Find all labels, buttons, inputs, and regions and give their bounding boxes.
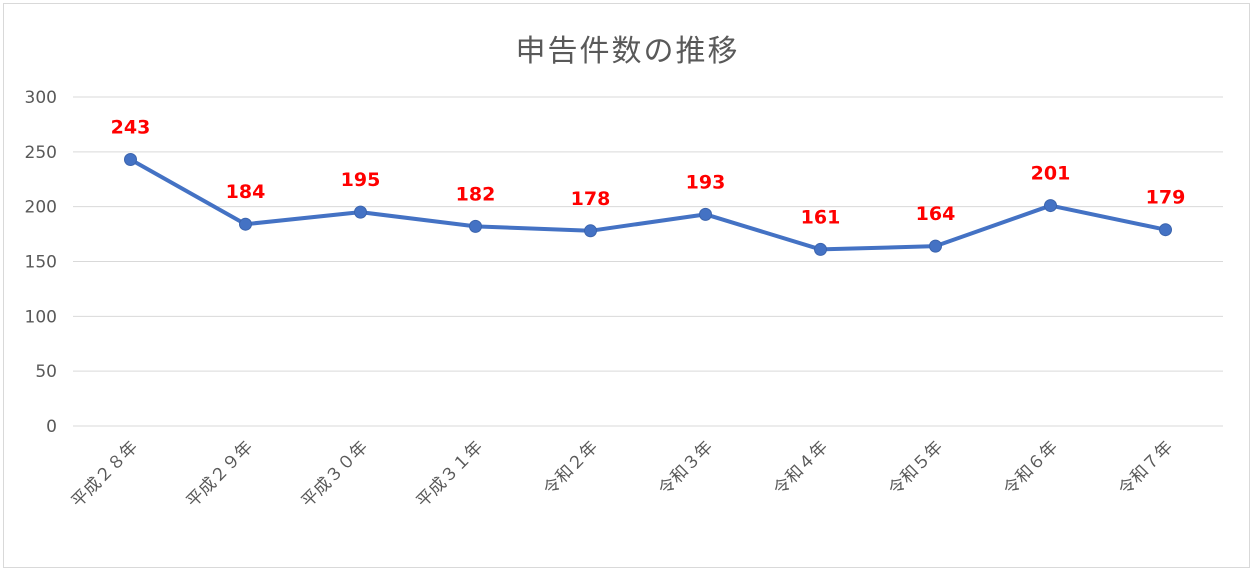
data-label: 193 [686, 171, 726, 193]
x-category-label: 令和７年 [1115, 437, 1177, 499]
data-point [929, 239, 942, 253]
data-point [354, 205, 367, 219]
y-tick-label: 50 [35, 362, 57, 382]
data-label: 178 [571, 188, 611, 210]
x-category-label: 令和４年 [770, 437, 832, 499]
data-label: 195 [341, 169, 381, 191]
x-category-label: 令和３年 [655, 437, 717, 499]
chart-title: 申告件数の推移 [515, 34, 740, 69]
x-axis-categories: 平成２８年 平成２９年 平成３０年 平成３１年 令和２年 令和３年 令和４年 令和５年 令和６年… [68, 437, 1177, 511]
x-category-label: 平成２８年 [68, 437, 142, 511]
x-category-label: 平成３１年 [413, 437, 487, 511]
y-tick-label: 250 [25, 143, 57, 163]
data-label: 184 [226, 181, 266, 203]
y-axis-ticks: 0 50 100 150 200 250 300 [25, 88, 57, 437]
data-point [1044, 199, 1057, 213]
data-labels: 243 184 195 182 178 193 161 164 201 179 [111, 117, 1186, 229]
y-tick-label: 100 [25, 307, 57, 327]
y-tick-label: 200 [25, 198, 57, 218]
data-point [1159, 223, 1172, 237]
data-label: 161 [801, 206, 841, 228]
data-label: 179 [1146, 187, 1186, 209]
x-category-label: 令和２年 [540, 437, 602, 499]
gridlines [73, 96, 1223, 427]
data-point [814, 242, 827, 256]
data-point [469, 219, 482, 233]
data-point [699, 207, 712, 221]
data-point [584, 224, 597, 238]
series-line [129, 157, 1166, 252]
x-category-label: 令和５年 [885, 437, 947, 499]
data-label: 201 [1031, 163, 1071, 185]
data-label: 164 [916, 203, 956, 225]
data-series [124, 153, 1172, 256]
x-category-label: 平成２９年 [183, 437, 257, 511]
data-point [124, 153, 137, 167]
x-category-label: 平成３０年 [298, 437, 372, 511]
data-point [239, 217, 252, 231]
y-tick-label: 150 [25, 253, 57, 273]
y-tick-label: 0 [46, 417, 57, 437]
x-category-label: 令和６年 [1000, 437, 1062, 499]
data-label: 182 [456, 183, 496, 205]
data-label: 243 [111, 117, 151, 139]
y-tick-label: 300 [25, 88, 57, 108]
